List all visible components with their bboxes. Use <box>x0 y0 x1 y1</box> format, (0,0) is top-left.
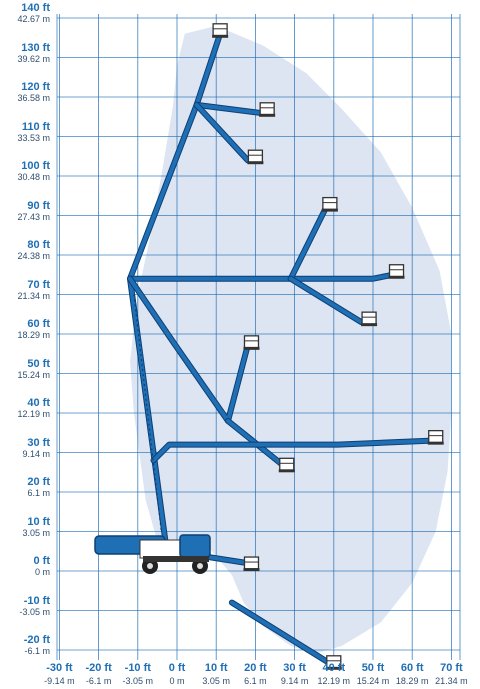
platform-basket <box>279 457 295 471</box>
boom-segment <box>229 600 336 668</box>
x-tick-label-m: 9.14 m <box>280 676 309 686</box>
y-tick-label-m: -6.1 m <box>24 646 50 656</box>
y-tick-label-m: 24.38 m <box>17 251 50 261</box>
y-tick-label-ft: 90 ft <box>27 199 50 212</box>
y-tick-label-ft: 50 ft <box>27 357 50 370</box>
x-tick-label-m: 0 m <box>169 676 185 686</box>
x-tick-label-ft: 40 ft <box>322 662 346 674</box>
wheel-hub <box>147 563 153 569</box>
y-tick-label-ft: 70 ft <box>27 278 50 291</box>
platform-floor <box>325 666 342 670</box>
y-tick-label-m: 30.48 m <box>17 172 50 182</box>
platform-basket <box>243 556 260 570</box>
y-tick-label-ft: 130 ft <box>21 41 50 54</box>
platform-basket <box>259 102 275 116</box>
x-tick-label-m: 18.29 m <box>395 676 429 686</box>
platform-floor <box>388 275 405 279</box>
y-tick-label-ft: 20 ft <box>27 476 50 488</box>
y-tick-label-m: -3.05 m <box>19 606 50 617</box>
x-tick-label-ft: 60 ft <box>400 662 424 674</box>
platform-basket <box>361 311 377 325</box>
x-tick-label-ft: 70 ft <box>440 662 463 674</box>
y-tick-label-ft: 10 ft <box>27 515 50 528</box>
y-tick-label-m: 39.62 m <box>17 53 50 64</box>
x-tick-label-ft: -20 ft <box>85 662 112 674</box>
y-tick-label-m: 0 m <box>34 567 50 577</box>
y-tick-label-ft: 110 ft <box>21 120 50 133</box>
platform-floor <box>243 346 260 350</box>
y-tick-label-m: 12.19 m <box>17 409 50 419</box>
platform-basket <box>212 23 228 37</box>
boom-segment <box>288 276 364 325</box>
y-tick-label-ft: 30 ft <box>27 436 50 449</box>
y-tick-label-ft: 0 ft <box>33 555 51 567</box>
y-tick-label-m: 6.1 m <box>27 488 50 498</box>
y-tick-label-m: 3.05 m <box>22 527 50 538</box>
y-tick-label-m: 15.24 m <box>17 369 50 380</box>
platform-floor <box>243 568 260 572</box>
platform-floor <box>212 34 229 38</box>
platform-basket <box>322 196 338 211</box>
x-tick-label-m: -9.14 m <box>44 676 75 686</box>
x-tick-label-ft: 50 ft <box>361 662 385 674</box>
turntable <box>179 534 211 558</box>
x-tick-label-m: 6.1 m <box>244 676 267 686</box>
y-tick-label-ft: 100 ft <box>21 160 50 172</box>
x-tick-label-ft: -10 ft <box>124 662 151 674</box>
platform-floor <box>427 441 444 445</box>
x-tick-label-m: 12.19 m <box>317 676 351 686</box>
platform-basket <box>243 335 260 349</box>
platform-basket <box>428 429 444 444</box>
x-tick-label-m: 15.24 m <box>356 676 390 686</box>
x-tick-label-ft: 0 ft <box>168 662 186 674</box>
platform-basket <box>247 149 264 163</box>
boom-segment <box>194 102 250 163</box>
platform-basket <box>388 264 405 278</box>
y-tick-label-ft: 40 ft <box>27 397 50 409</box>
x-tick-label-ft: 10 ft <box>204 662 228 674</box>
y-tick-label-ft: 140 ft <box>21 2 50 14</box>
y-tick-label-ft: -20 ft <box>23 634 50 646</box>
x-tick-label-m: -6.1 m <box>85 676 112 686</box>
y-tick-label-ft: 80 ft <box>27 239 50 251</box>
x-tick-label-ft: 30 ft <box>283 662 306 674</box>
y-tick-label-m: 33.53 m <box>17 132 50 143</box>
y-tick-label-m: 27.43 m <box>17 211 50 222</box>
y-tick-label-ft: 60 ft <box>27 318 50 330</box>
x-tick-label-ft: -30 ft <box>46 662 73 674</box>
y-tick-label-m: 36.58 m <box>17 93 50 103</box>
platform-floor <box>278 469 295 473</box>
platform-floor <box>247 161 264 165</box>
y-tick-label-m: 21.34 m <box>17 290 50 301</box>
x-tick-label-m: 21.34 m <box>435 676 468 686</box>
x-tick-label-ft: 20 ft <box>244 662 267 674</box>
chassis-frame <box>143 556 209 562</box>
boom-segment <box>128 276 250 423</box>
platform-floor <box>259 113 276 117</box>
y-tick-label-ft: 120 ft <box>21 81 50 93</box>
wheel-hub <box>197 563 203 569</box>
boom-segment <box>288 205 328 281</box>
y-tick-label-ft: -10 ft <box>23 594 50 607</box>
platform-floor <box>321 208 338 212</box>
x-tick-label-m: 3.05 m <box>202 676 230 686</box>
platform-floor <box>361 323 378 327</box>
boom-segment <box>194 102 262 115</box>
y-tick-label-m: 42.67 m <box>17 14 50 24</box>
x-tick-label-m: -3.05 m <box>122 676 154 686</box>
y-tick-label-m: 9.14 m <box>22 448 50 459</box>
working-envelope <box>130 25 452 654</box>
boom-segment <box>128 272 395 281</box>
y-tick-label-m: 18.29 m <box>17 330 50 340</box>
boom-segment <box>151 438 434 463</box>
